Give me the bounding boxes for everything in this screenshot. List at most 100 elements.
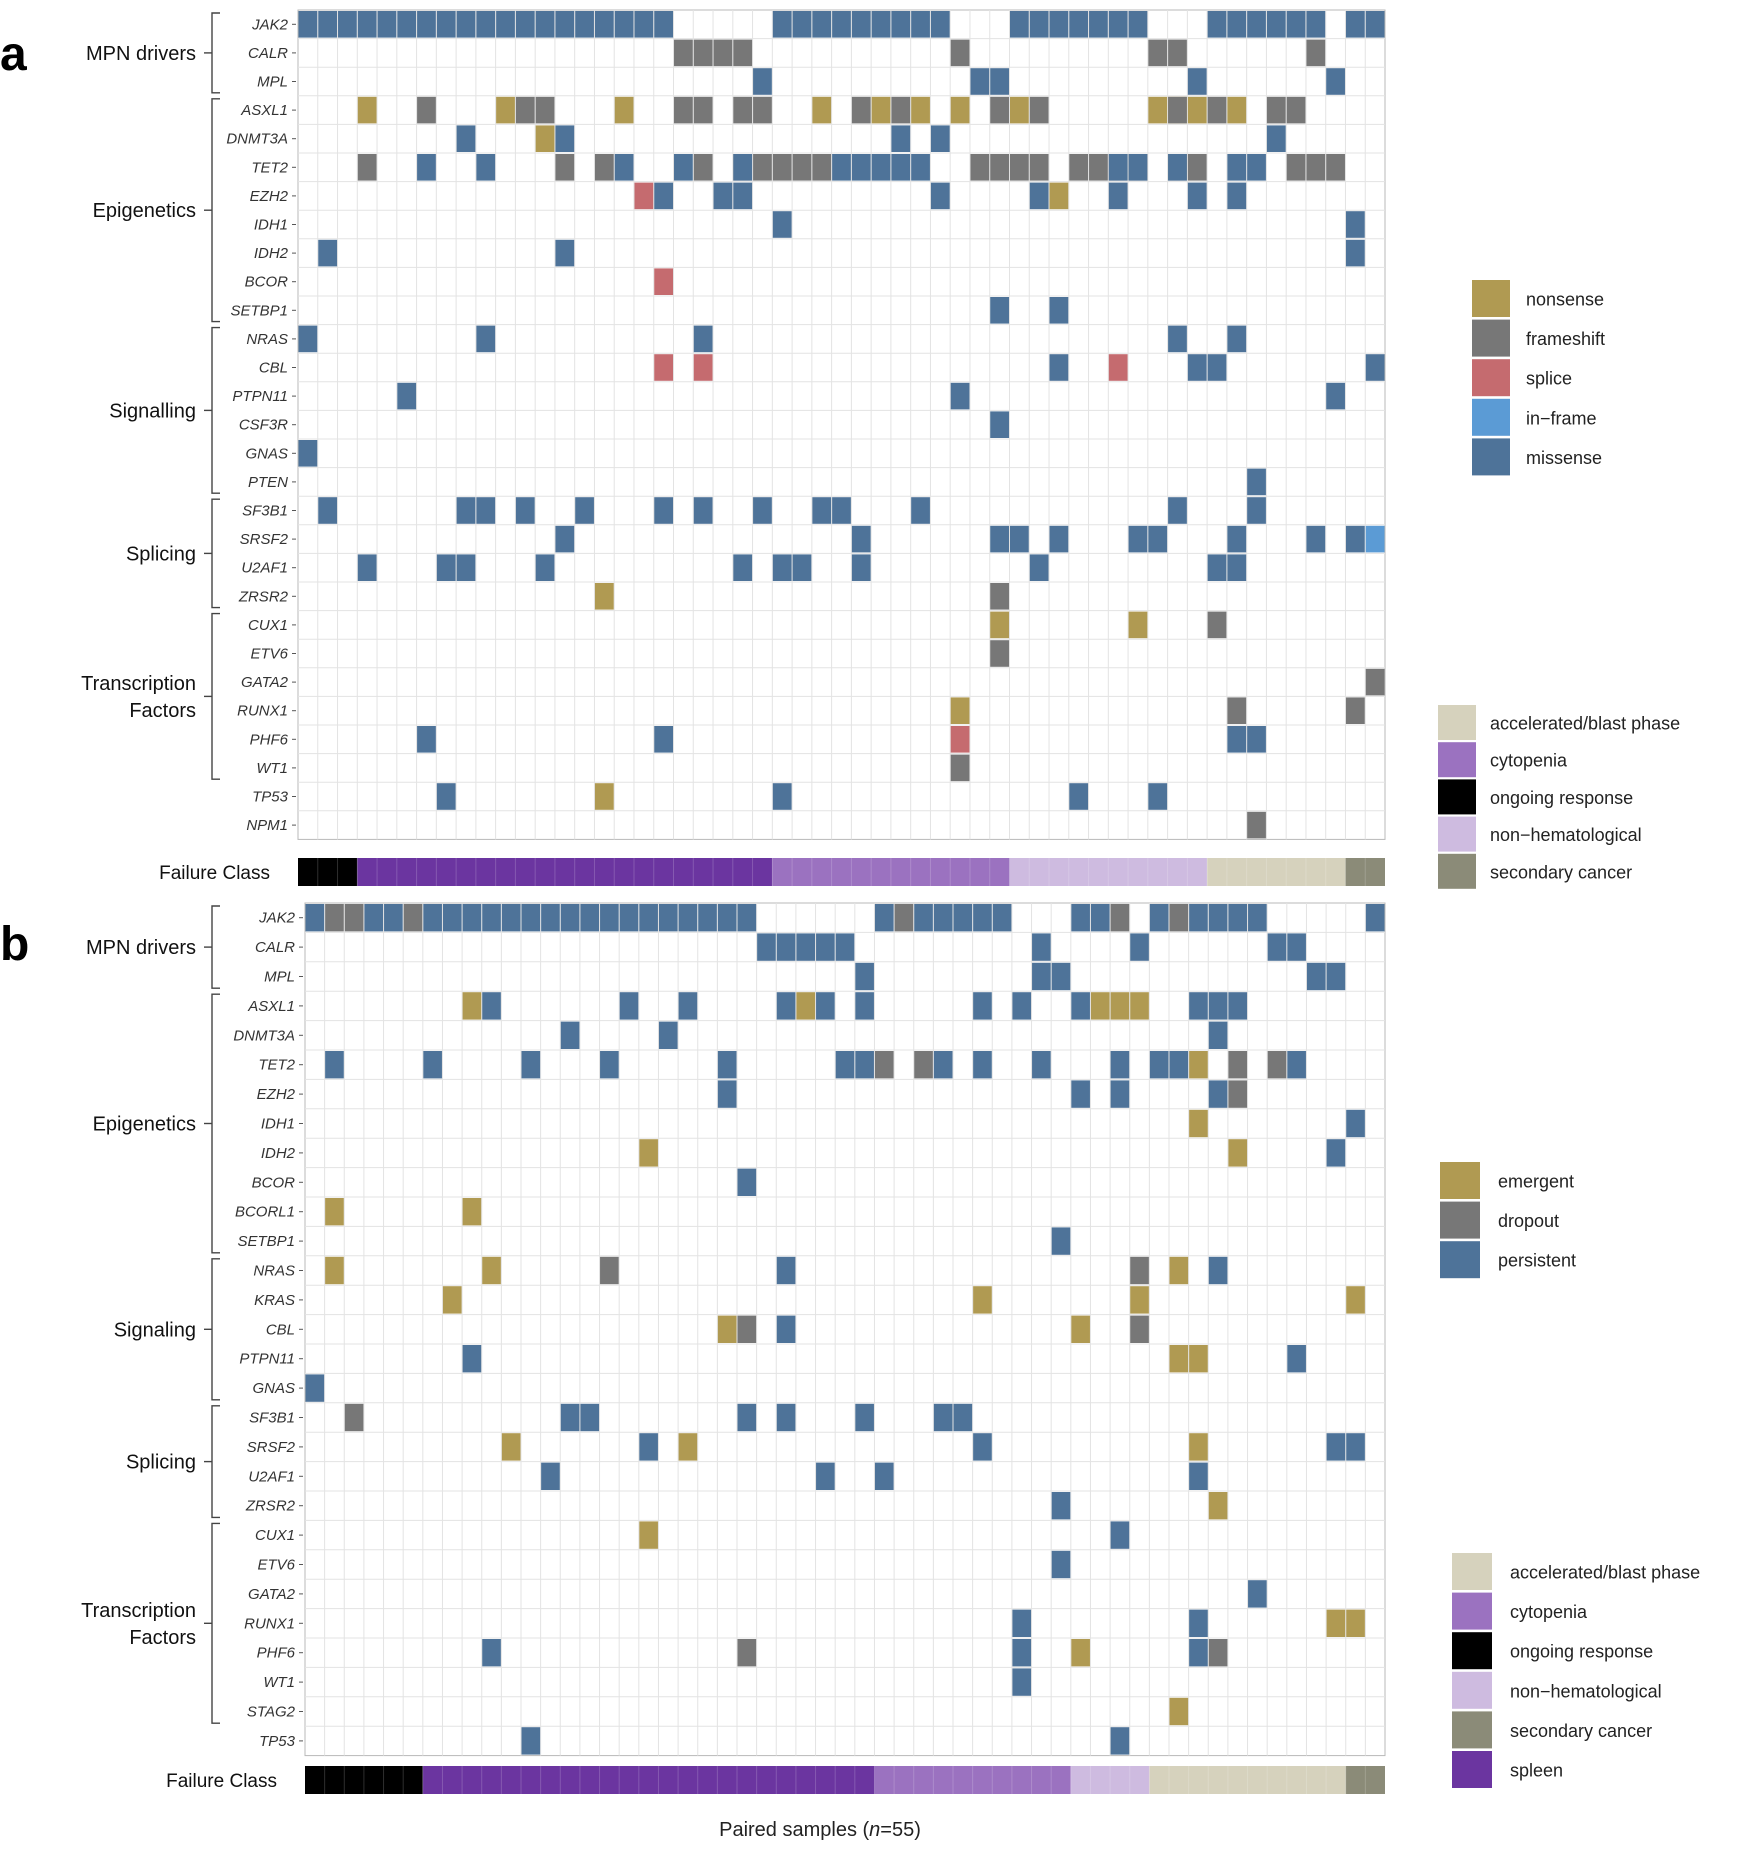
mutation-cell bbox=[397, 11, 417, 38]
failure-legend-label: cytopenia bbox=[1490, 751, 1568, 771]
mutation-cell bbox=[1326, 382, 1345, 410]
mutation-cells bbox=[305, 904, 1385, 1755]
mutation-cell bbox=[953, 904, 973, 932]
mutation-cell bbox=[674, 39, 693, 67]
gene-label: DNMT3A bbox=[233, 1027, 295, 1044]
legend-label: frameshift bbox=[1526, 329, 1605, 349]
failure-legend-label: cytopenia bbox=[1510, 1602, 1588, 1622]
mutation-cell bbox=[1227, 182, 1247, 210]
mutation-cell bbox=[442, 904, 462, 932]
mutation-cell bbox=[442, 1286, 462, 1314]
gene-label: CUX1 bbox=[248, 617, 288, 634]
legend-label: nonsense bbox=[1526, 290, 1604, 310]
gene-label: ETV6 bbox=[250, 646, 288, 663]
mutation-cell bbox=[1012, 1609, 1032, 1637]
mutation-cell bbox=[1071, 992, 1090, 1020]
group-label: MPN drivers bbox=[86, 937, 196, 959]
group-label: Splicing bbox=[126, 543, 196, 565]
mutation-cell bbox=[1169, 1051, 1189, 1079]
mutation-cell bbox=[1208, 904, 1228, 932]
mutation-cell bbox=[874, 1051, 894, 1079]
mutation-cell bbox=[891, 154, 911, 181]
mutation-cell bbox=[456, 497, 476, 524]
failure-segment bbox=[357, 858, 773, 886]
mutation-cell bbox=[1089, 154, 1108, 181]
mutation-cell bbox=[930, 11, 950, 38]
mutation-cell bbox=[1069, 11, 1089, 38]
mutation-cell bbox=[496, 11, 515, 38]
group-label: Transcription bbox=[81, 1600, 196, 1622]
mutation-cell bbox=[417, 154, 436, 181]
x-axis-label-part: Paired samples ( bbox=[719, 1819, 869, 1841]
failure-class-bar bbox=[305, 1766, 1385, 1794]
failure-legend-label: non−hematological bbox=[1490, 825, 1642, 845]
group-label: Signaling bbox=[114, 1319, 196, 1341]
group-label: Signalling bbox=[109, 400, 196, 422]
mutation-cell bbox=[357, 96, 377, 124]
mutation-cell bbox=[1189, 1345, 1208, 1373]
gene-label: TET2 bbox=[251, 159, 288, 176]
mutation-cell bbox=[1110, 1727, 1130, 1755]
mutation-cell bbox=[1345, 211, 1365, 238]
mutation-cell bbox=[1108, 182, 1128, 210]
gene-label: SETBP1 bbox=[230, 302, 288, 319]
mutation-cell bbox=[1130, 933, 1149, 961]
mutation-cell bbox=[990, 68, 1009, 95]
mutation-cell bbox=[1148, 525, 1168, 553]
mutation-cell bbox=[1187, 182, 1207, 210]
mutation-cell bbox=[357, 154, 377, 181]
mutation-cell bbox=[737, 1315, 757, 1343]
mutation-cell bbox=[377, 11, 397, 38]
mutation-cell bbox=[1187, 154, 1207, 181]
gene-label: ASXL1 bbox=[240, 102, 288, 119]
failure-class-label: Failure Class bbox=[166, 1771, 277, 1792]
mutation-cell bbox=[1227, 154, 1247, 181]
mutation-cell bbox=[1130, 1286, 1149, 1314]
gene-label: GATA2 bbox=[241, 674, 289, 691]
failure-legend-swatch bbox=[1438, 705, 1476, 740]
mutation-cell bbox=[1110, 992, 1130, 1020]
mutation-cell bbox=[1306, 525, 1326, 553]
mutation-cell bbox=[436, 11, 456, 38]
mutation-cell bbox=[654, 354, 674, 381]
mutation-cell bbox=[737, 1168, 757, 1196]
group-bracket bbox=[211, 905, 220, 989]
mutation-cell bbox=[1189, 1051, 1208, 1079]
mutation-cell bbox=[1149, 904, 1169, 932]
mutation-cell bbox=[1071, 904, 1090, 932]
mutation-cell bbox=[541, 1462, 560, 1490]
mutation-cell bbox=[658, 1021, 678, 1049]
gene-label: PTPN11 bbox=[232, 388, 288, 405]
mutation-cell bbox=[950, 754, 970, 782]
x-axis-label-italic-n: n bbox=[869, 1819, 880, 1841]
mutation-cell bbox=[930, 182, 950, 210]
mutation-cell bbox=[1208, 1256, 1228, 1285]
mutation-cell bbox=[1029, 154, 1049, 181]
mutation-cell bbox=[535, 554, 555, 581]
failure-class-bar bbox=[298, 858, 1385, 886]
mutation-cell bbox=[772, 554, 792, 581]
mutation-cell bbox=[816, 933, 835, 961]
mutation-cell bbox=[1247, 811, 1266, 839]
gene-label: ZRSR2 bbox=[245, 1498, 296, 1515]
mutation-cell bbox=[560, 1021, 580, 1049]
mutation-cell bbox=[678, 1433, 698, 1461]
mutation-cell bbox=[1227, 726, 1247, 753]
mutation-cell bbox=[970, 154, 990, 181]
failure-legend-swatch bbox=[1452, 1592, 1492, 1630]
mutation-cell bbox=[1267, 933, 1287, 961]
mutation-cell bbox=[318, 497, 338, 524]
failure-dividers bbox=[317, 858, 1366, 886]
gene-label: JAK2 bbox=[258, 910, 296, 927]
group-label: Splicing bbox=[126, 1452, 196, 1474]
mutation-cell bbox=[305, 904, 325, 932]
mutation-cell bbox=[1189, 1109, 1208, 1138]
gene-label: IDH2 bbox=[254, 245, 289, 262]
mutation-cell bbox=[417, 11, 436, 38]
mutation-cell bbox=[1326, 1139, 1346, 1167]
mutation-cell bbox=[1287, 1051, 1306, 1079]
mutation-cell bbox=[713, 182, 733, 210]
mutation-cell bbox=[1051, 1227, 1071, 1255]
mutation-cell bbox=[733, 96, 753, 124]
gene-label: DNMT3A bbox=[226, 131, 288, 148]
